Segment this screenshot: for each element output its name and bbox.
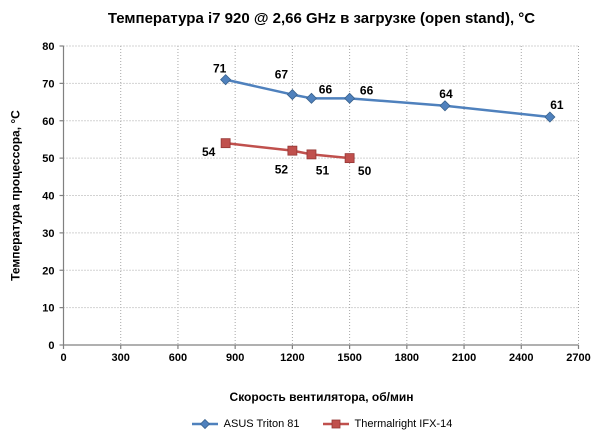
legend-label: ASUS Triton 81 — [223, 418, 300, 430]
data-point-label: 51 — [316, 163, 330, 177]
x-tick-label: 600 — [169, 352, 187, 364]
legend-label: Thermalright IFX-14 — [354, 418, 453, 430]
legend-item-thermalright-ifx-14: Thermalright IFX-14 — [322, 418, 453, 430]
data-point-diamond-asus-triton-81 — [344, 92, 356, 104]
chart-title: Температура i7 920 @ 2,66 GHz в загрузке… — [107, 10, 536, 27]
data-point-square-thermalright-ifx-14 — [344, 153, 355, 164]
y-tick-label: 80 — [42, 41, 54, 53]
x-tick-label: 2700 — [566, 352, 590, 364]
x-tick-label: 300 — [112, 352, 130, 364]
x-tick-label: 1500 — [337, 352, 361, 364]
data-point-square-thermalright-ifx-14 — [220, 138, 231, 149]
x-tick-label: 2400 — [509, 352, 533, 364]
legend-swatch-line-diamond-icon — [191, 418, 218, 430]
data-point-diamond-asus-triton-81 — [305, 92, 318, 104]
data-point-label: 66 — [360, 83, 374, 97]
data-point-label: 50 — [358, 164, 372, 178]
data-point-diamond-asus-triton-81 — [544, 111, 556, 123]
data-point-label: 71 — [213, 62, 227, 76]
data-point-label: 66 — [319, 82, 333, 96]
data-point-label: 61 — [550, 98, 564, 112]
data-point-label: 54 — [202, 145, 216, 159]
legend-swatch-line-square-icon — [322, 419, 349, 429]
y-tick-label: 20 — [42, 265, 54, 277]
y-tick-label: 10 — [42, 303, 54, 315]
y-tick-label: 50 — [42, 153, 54, 165]
x-axis-title: Скорость вентилятора, об/мин — [229, 390, 414, 404]
legend-item-asus-triton-81: ASUS Triton 81 — [191, 418, 300, 430]
x-tick-label: 1800 — [395, 352, 419, 364]
data-point-label: 52 — [275, 163, 289, 177]
y-tick-label: 70 — [42, 78, 54, 90]
y-tick-label: 0 — [48, 340, 54, 352]
y-tick-label: 40 — [42, 191, 54, 203]
x-tick-label: 2100 — [452, 352, 476, 364]
data-point-diamond-asus-triton-81 — [286, 89, 298, 101]
data-point-label: 64 — [439, 87, 453, 101]
data-point-diamond-asus-triton-81 — [439, 100, 451, 112]
legend: ASUS Triton 81 Thermalright IFX-14 — [64, 416, 579, 432]
x-tick-label: 1200 — [280, 352, 304, 364]
x-tick-label: 0 — [60, 352, 66, 364]
data-point-label: 67 — [275, 68, 289, 82]
y-tick-label: 30 — [42, 228, 54, 240]
x-tick-label: 900 — [226, 352, 244, 364]
data-point-diamond-asus-triton-81 — [220, 74, 232, 86]
y-tick-label: 60 — [42, 116, 54, 128]
data-point-square-thermalright-ifx-14 — [287, 145, 298, 156]
series-line-thermalright-ifx-14 — [224, 141, 351, 160]
series-line-asus-triton-81 — [224, 78, 552, 119]
data-point-square-thermalright-ifx-14 — [306, 149, 317, 160]
